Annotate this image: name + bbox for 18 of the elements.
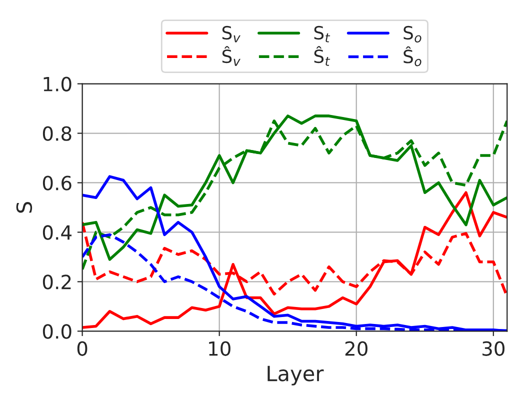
y-tick-label: 0.2: [42, 274, 71, 290]
legend-label: Ŝ$_{v}$: [222, 46, 240, 66]
legend-label: S$_{v}$: [222, 26, 240, 42]
y-tick-label: 0.8: [42, 126, 72, 141]
legend-label: S$_{t}$: [314, 26, 330, 42]
y-tick-label: 1.0: [44, 76, 72, 92]
legend-label: S$_{o}$: [404, 26, 422, 42]
y-tick-label: 0.0: [42, 324, 72, 339]
legend-label: Ŝ$_{o}$: [404, 46, 422, 66]
legend-label: Ŝ$_{t}$: [314, 46, 330, 66]
x-tick-label: 0: [77, 341, 88, 356]
y-axis-title: S: [16, 202, 32, 213]
x-axis-title: Layer: [268, 366, 324, 386]
y-tick-label: 0.6: [42, 176, 72, 190]
x-tick-label: 30: [482, 341, 504, 356]
x-tick-label: 10: [209, 341, 230, 356]
x-tick-label: 20: [345, 341, 368, 356]
y-tick-label: 0.4: [42, 225, 72, 240]
